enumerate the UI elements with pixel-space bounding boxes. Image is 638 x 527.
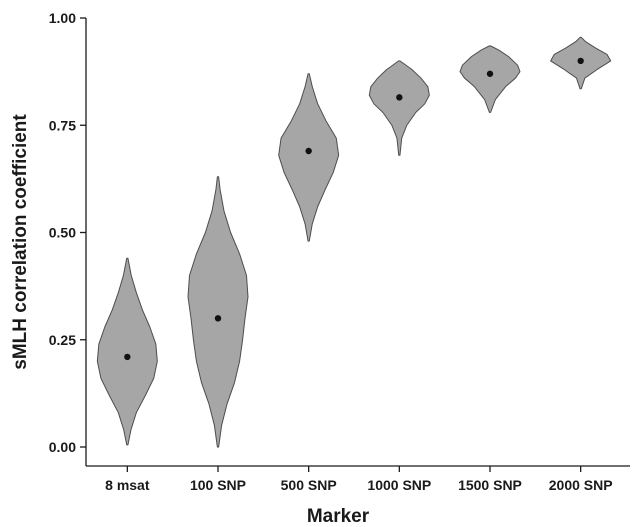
y-tick-label: 0.50 xyxy=(49,225,76,241)
x-axis-ticks: 8 msat 100 SNP 500 SNP 1000 SNP 1500 SNP 2000… xyxy=(105,466,613,493)
violin-1000-snp xyxy=(368,60,430,156)
violin-100-snp xyxy=(187,176,249,448)
violin-500-snp xyxy=(278,73,340,242)
median-point xyxy=(396,94,403,101)
y-tick-label: 1.00 xyxy=(49,10,76,26)
median-point xyxy=(124,353,131,361)
y-tick-label: 0.25 xyxy=(49,332,76,348)
y-axis-title: sMLH correlation coefficient xyxy=(10,114,31,370)
x-tick-label: 1000 SNP xyxy=(367,477,431,493)
violin-8-msat xyxy=(96,257,158,446)
median-point xyxy=(486,70,494,77)
median-point xyxy=(305,147,312,155)
x-tick-label: 8 msat xyxy=(105,477,150,493)
median-point xyxy=(577,57,584,65)
x-tick-label: 2000 SNP xyxy=(549,477,613,493)
x-tick-label: 500 SNP xyxy=(281,477,337,493)
x-axis-title: Marker xyxy=(307,506,370,527)
x-tick-label: 1500 SNP xyxy=(458,477,522,493)
median-point xyxy=(214,315,222,322)
x-tick-label: 100 SNP xyxy=(190,477,246,493)
violin-1500-snp xyxy=(459,45,521,113)
y-axis-ticks: 0.00 0.25 0.50 0.75 1.00 xyxy=(49,10,86,455)
y-tick-label: 0.75 xyxy=(49,117,76,133)
plot-area xyxy=(96,36,612,448)
y-tick-label: 0.00 xyxy=(49,439,76,455)
